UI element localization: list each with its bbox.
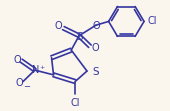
Text: O: O xyxy=(15,77,23,87)
Text: Cl: Cl xyxy=(70,98,80,108)
Text: O: O xyxy=(93,21,101,31)
Text: −: − xyxy=(23,82,30,91)
Text: +: + xyxy=(40,65,45,70)
Text: Cl: Cl xyxy=(148,16,157,26)
Text: S: S xyxy=(93,67,99,77)
Text: O: O xyxy=(55,21,62,31)
Text: S: S xyxy=(77,32,83,42)
Text: N: N xyxy=(32,65,39,75)
Text: O: O xyxy=(13,55,21,65)
Text: O: O xyxy=(91,43,99,53)
